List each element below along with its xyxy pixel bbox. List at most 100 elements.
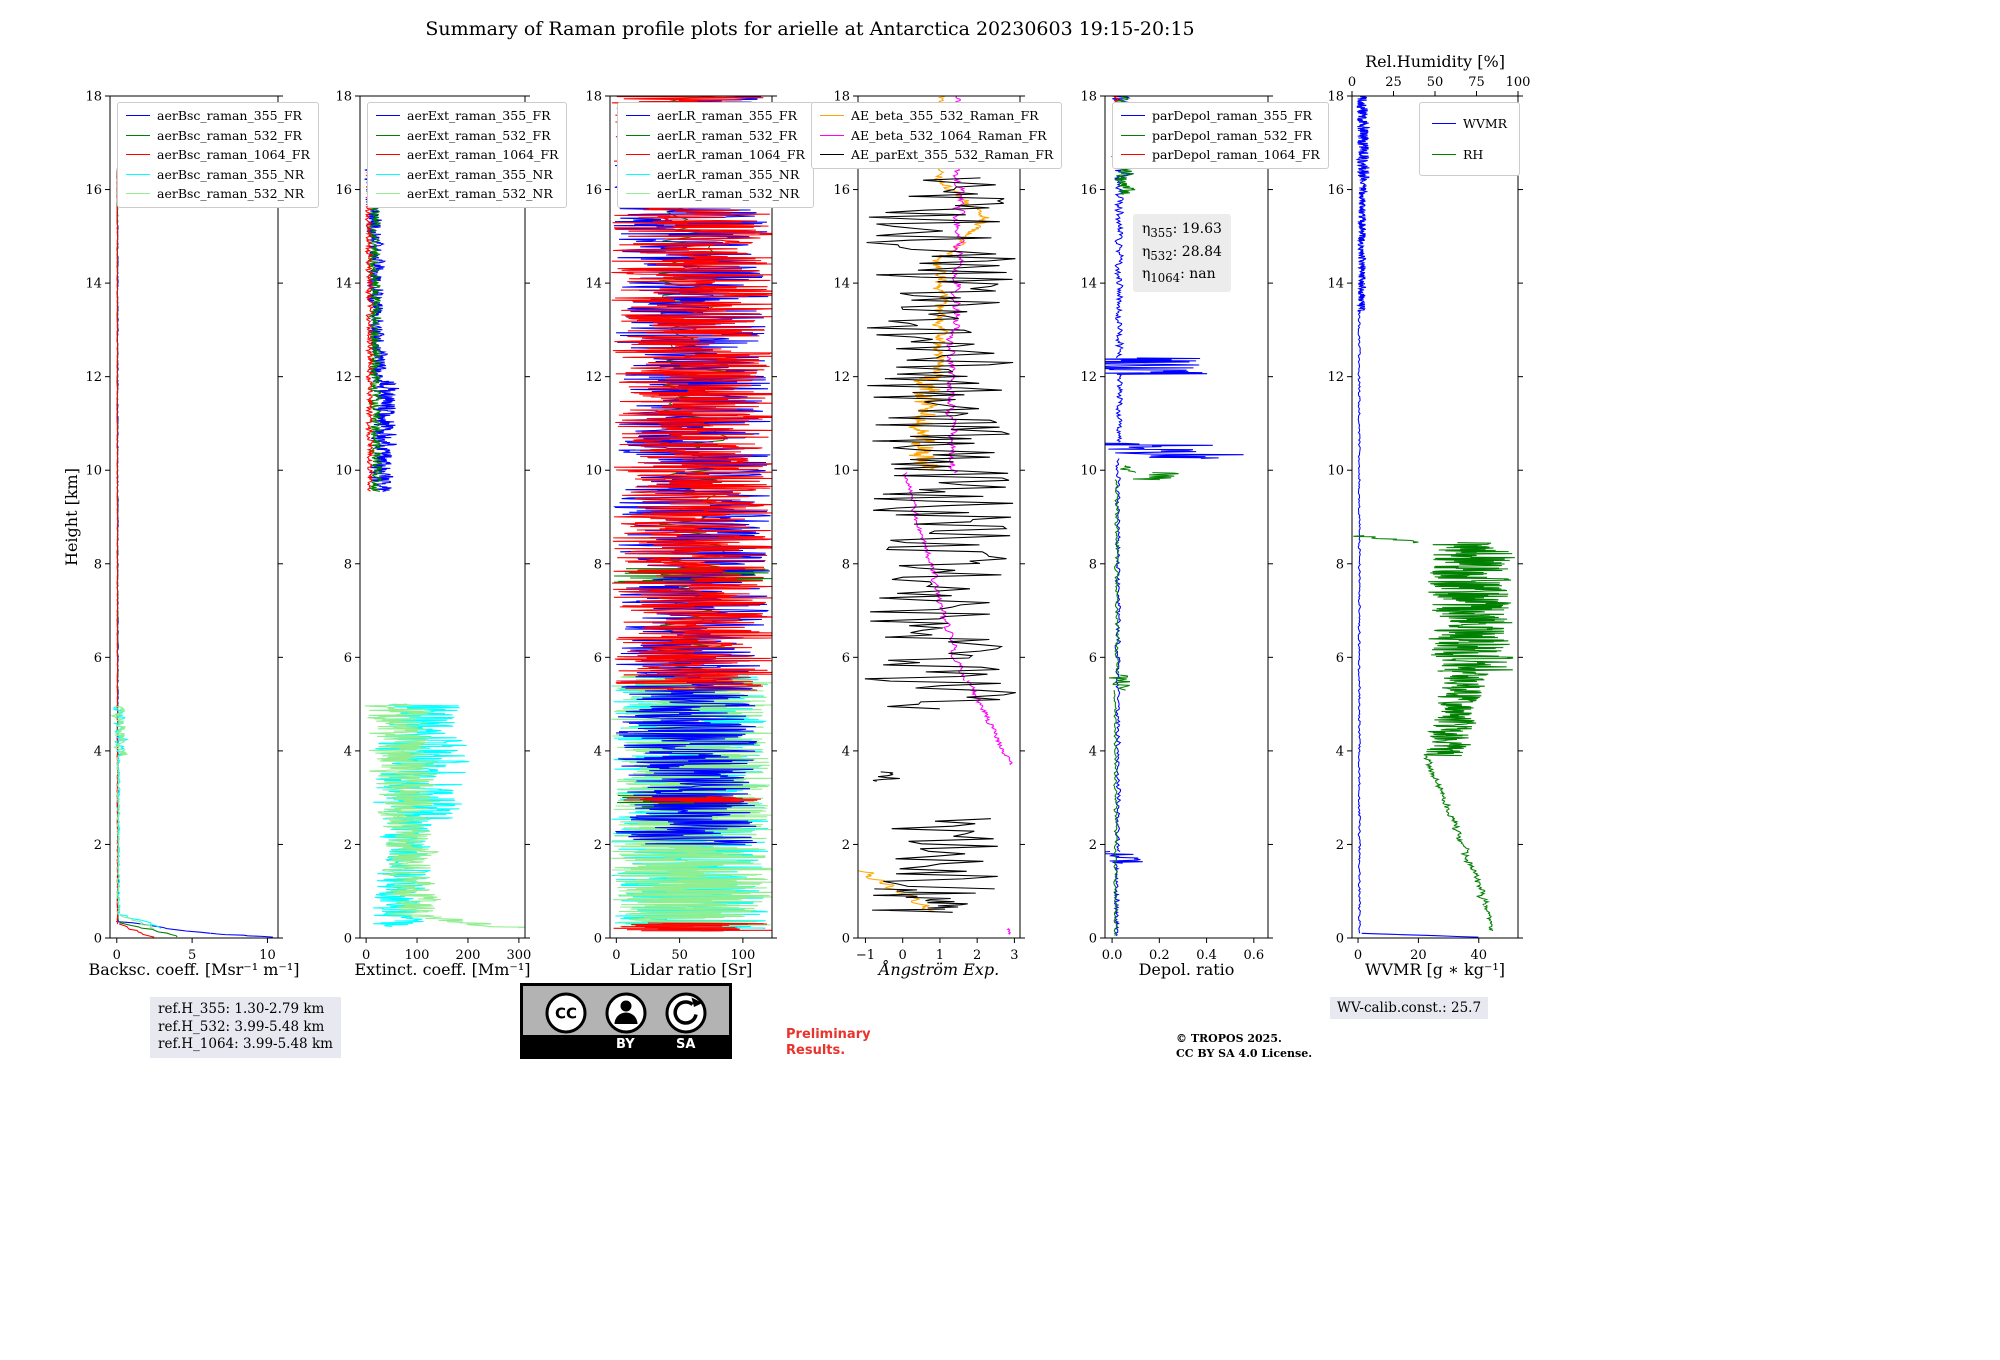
y-tick-label: 6 xyxy=(594,651,602,666)
reference-height-annotation: ref.H_355: 1.30-2.79 km ref.H_532: 3.99-… xyxy=(150,997,341,1058)
legend-wvmr: WVMR RH xyxy=(1419,102,1521,176)
x-tick-label: 0 xyxy=(899,948,907,963)
series-AE_parExt_355_532_Raman_FR xyxy=(883,818,998,890)
series-aerBsc_raman_532_FR xyxy=(118,921,178,938)
y-tick-label: 0 xyxy=(1336,932,1344,947)
series-AE_beta_355_532_Raman_FR xyxy=(858,870,936,913)
eta-line: η1064: nan xyxy=(1142,266,1216,286)
panel-lidar_ratio: 0 2 4 6 8 10 12 14 16 18 0 50 100 xyxy=(585,90,777,963)
cc-by-label: BY xyxy=(616,1037,635,1052)
legend-label: AE_beta_355_532_Raman_FR xyxy=(851,108,1039,124)
series-AE_parExt_355_532_Raman_FR xyxy=(864,177,1016,710)
x-tick-label: 200 xyxy=(456,948,481,963)
y-tick-label: 12 xyxy=(585,370,602,385)
legend-entry: aerBsc_raman_355_NR xyxy=(126,165,310,185)
x-tick-label: 50 xyxy=(671,948,688,963)
legend-line-swatch xyxy=(626,115,650,117)
y-tick-label: 10 xyxy=(335,464,352,479)
axes-frame xyxy=(1351,95,1519,939)
y-tick-label: 0 xyxy=(344,932,352,947)
series-parDepol_raman_532_FR xyxy=(1108,674,1131,691)
y-tick-label: 18 xyxy=(1327,90,1344,105)
y-tick-label: 2 xyxy=(594,838,602,853)
svg-text:CC: CC xyxy=(555,1005,577,1023)
series-aerExt_raman_1064_FR xyxy=(364,168,375,492)
series-parDepol_raman_355_FR xyxy=(1114,458,1122,852)
series-aerBsc_raman_532_NR xyxy=(110,705,128,757)
y-tick-label: 12 xyxy=(85,370,102,385)
series-RH xyxy=(1428,542,1515,672)
y-tick-label: 2 xyxy=(1336,838,1344,853)
series-AE_beta_532_1064_Raman_FR xyxy=(966,680,1013,766)
series-RH xyxy=(1423,755,1446,798)
eta-line: η355: 19.63 xyxy=(1142,221,1222,240)
x-tick-label: 0.4 xyxy=(1196,948,1217,963)
xlabel-depol: Depol. ratio xyxy=(1138,960,1235,979)
legend-line-swatch xyxy=(376,134,400,136)
series-parDepol_raman_355_FR xyxy=(1105,357,1208,375)
legend-line-swatch xyxy=(820,115,844,117)
top-axis-label-rel-humidity: Rel.Humidity [%] xyxy=(1365,52,1505,71)
legend-line-swatch xyxy=(626,154,650,156)
legend-line-swatch xyxy=(820,154,844,156)
legend-label: WVMR xyxy=(1463,116,1508,131)
y-tick-label: 4 xyxy=(842,744,850,759)
series-aerExt_raman_532_NR xyxy=(425,916,525,929)
x-tick-label: 0 xyxy=(113,948,121,963)
legend-label: aerLR_raman_1064_FR xyxy=(657,147,805,163)
series-aerExt_raman_532_NR xyxy=(381,815,441,918)
x-tick-label: 0 xyxy=(612,948,620,963)
x-tick-label: 20 xyxy=(1410,948,1427,963)
preliminary-line-1: Preliminary xyxy=(786,1027,871,1042)
y-tick-label: 18 xyxy=(1080,90,1097,105)
legend-line-swatch xyxy=(626,173,650,175)
legend-entry: aerExt_raman_355_FR xyxy=(376,106,558,126)
top-tick-label: 50 xyxy=(1427,75,1444,90)
legend-label: aerExt_raman_1064_FR xyxy=(407,147,559,163)
y-tick-label: 18 xyxy=(833,90,850,105)
y-tick-label: 12 xyxy=(335,370,352,385)
legend-line-swatch xyxy=(376,173,400,175)
ref-h-355: ref.H_355: 1.30-2.79 km xyxy=(158,1001,325,1017)
legend-label: aerBsc_raman_1064_FR xyxy=(157,147,310,163)
legend-label: aerBsc_raman_355_FR xyxy=(157,108,302,124)
y-tick-label: 12 xyxy=(1080,370,1097,385)
legend-entry: aerExt_raman_355_NR xyxy=(376,165,558,185)
y-tick-label: 14 xyxy=(833,277,850,292)
panel-wvmr: 0 2 4 6 8 10 12 14 16 18 0 20 40 0 25 50 75 100 xyxy=(1327,75,1530,963)
legend-line-swatch xyxy=(126,154,150,156)
y-tick-label: 16 xyxy=(335,183,352,198)
legend-entry: aerExt_raman_1064_FR xyxy=(376,145,558,165)
legend-line-swatch xyxy=(126,134,150,136)
preliminary-results-note: Preliminary Results. xyxy=(786,1027,871,1058)
top-tick-label: 0 xyxy=(1348,75,1356,90)
legend-label: aerBsc_raman_532_NR xyxy=(157,186,305,202)
y-tick-label: 4 xyxy=(94,744,102,759)
legend-entry: parDepol_raman_355_FR xyxy=(1121,106,1320,126)
y-tick-label: 10 xyxy=(1327,464,1344,479)
series-parDepol_raman_355_FR xyxy=(1115,373,1124,443)
legend-line-swatch xyxy=(1121,134,1145,136)
series-AE_parExt_355_532_Raman_FR xyxy=(872,888,976,913)
ref-h-532: ref.H_532: 3.99-5.48 km xyxy=(158,1018,325,1035)
y-tick-label: 12 xyxy=(1327,370,1344,385)
legend-depol: parDepol_raman_355_FR parDepol_raman_532_… xyxy=(1112,102,1329,169)
legend-line-swatch xyxy=(820,134,844,136)
y-tick-label: 4 xyxy=(1089,744,1097,759)
series-parDepol_raman_532_FR xyxy=(1113,689,1118,936)
legend-entry: aerBsc_raman_532_FR xyxy=(126,126,310,146)
legend-entry: parDepol_raman_532_FR xyxy=(1121,126,1320,146)
series-aerBsc_raman_355_NR xyxy=(119,914,162,930)
series-aerBsc_raman_355_FR xyxy=(116,921,211,934)
y-tick-label: 2 xyxy=(842,838,850,853)
y-tick-label: 16 xyxy=(1080,183,1097,198)
legend-entry: RH xyxy=(1432,139,1507,170)
y-tick-label: 16 xyxy=(833,183,850,198)
x-tick-label: 300 xyxy=(506,948,531,963)
x-tick-label: 0 xyxy=(362,948,370,963)
axes-frame xyxy=(609,95,773,939)
x-tick-label: 0.2 xyxy=(1149,948,1170,963)
y-tick-label: 18 xyxy=(585,90,602,105)
y-tick-label: 18 xyxy=(85,90,102,105)
